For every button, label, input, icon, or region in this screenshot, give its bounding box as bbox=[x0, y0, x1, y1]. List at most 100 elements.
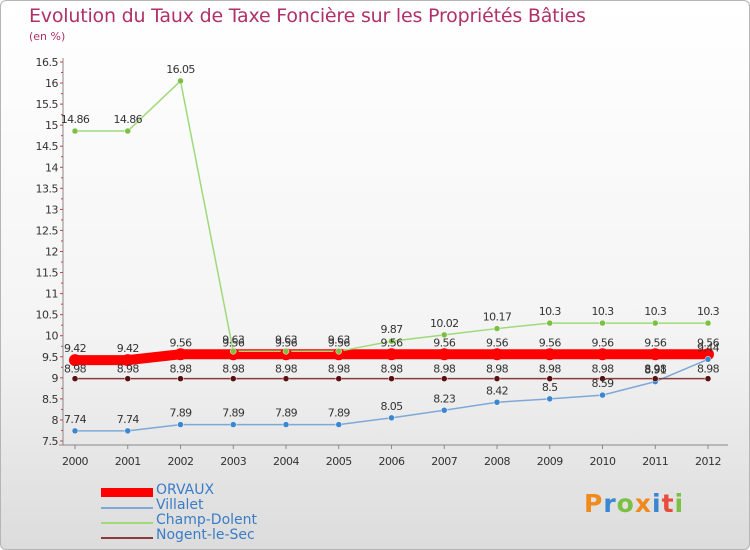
data-point bbox=[230, 375, 237, 382]
series-layer bbox=[69, 77, 714, 435]
data-point bbox=[441, 375, 448, 382]
data-label: 7.89 bbox=[222, 407, 245, 420]
data-point bbox=[71, 427, 79, 435]
data-label: 10.17 bbox=[483, 311, 512, 324]
data-label: 10.3 bbox=[591, 305, 614, 318]
legend-label: ORVAUX bbox=[156, 482, 215, 498]
data-label: 9.63 bbox=[275, 333, 298, 346]
data-point bbox=[704, 356, 712, 363]
data-label: 9.56 bbox=[644, 336, 667, 349]
y-tick-label: 10.5 bbox=[36, 309, 59, 322]
data-label: 8.98 bbox=[328, 363, 351, 376]
data-label: 8.05 bbox=[380, 400, 403, 413]
data-point bbox=[649, 348, 662, 361]
data-point bbox=[388, 375, 395, 382]
data-point bbox=[388, 414, 395, 422]
x-tick-label: 2000 bbox=[62, 455, 88, 468]
data-point bbox=[599, 375, 606, 382]
data-label: 8.23 bbox=[433, 392, 456, 405]
data-label: 8.5 bbox=[542, 381, 558, 394]
data-point bbox=[546, 375, 553, 382]
data-label: 8.98 bbox=[433, 363, 456, 376]
data-label: 8.98 bbox=[539, 363, 562, 376]
data-point bbox=[704, 319, 712, 327]
data-point bbox=[177, 421, 184, 428]
data-point bbox=[599, 319, 606, 327]
y-tick-label: 11.5 bbox=[36, 267, 59, 280]
x-tick-label: 2007 bbox=[431, 455, 457, 468]
x-tick-label: 2001 bbox=[115, 455, 141, 468]
y-tick-label: 14 bbox=[45, 161, 58, 174]
legend-swatch bbox=[101, 507, 153, 509]
logo-letter: i bbox=[652, 489, 662, 518]
y-tick-label: 8 bbox=[52, 414, 59, 427]
data-point bbox=[704, 375, 712, 382]
y-tick-label: 12.5 bbox=[36, 224, 59, 237]
y-tick-label: 13.5 bbox=[36, 182, 59, 195]
data-point bbox=[174, 348, 187, 361]
data-point bbox=[124, 127, 131, 135]
axes: 7.588.599.51010.51111.51212.51313.51414.… bbox=[36, 56, 728, 468]
logo-letter: P bbox=[584, 489, 604, 518]
data-point bbox=[441, 407, 448, 414]
y-tick-label: 7.5 bbox=[42, 435, 58, 448]
data-label: 14.86 bbox=[61, 113, 90, 126]
logo-letter: x bbox=[634, 489, 652, 518]
y-tick-label: 8.5 bbox=[42, 393, 58, 406]
legend-swatch bbox=[101, 488, 153, 497]
data-label: 8.98 bbox=[591, 363, 614, 376]
data-label: 8.42 bbox=[486, 384, 508, 397]
data-label: 8.98 bbox=[697, 363, 720, 376]
data-point bbox=[493, 325, 501, 332]
y-tick-label: 11 bbox=[45, 288, 58, 301]
data-label: 7.89 bbox=[328, 407, 351, 420]
data-point bbox=[177, 375, 184, 382]
x-tick-label: 2012 bbox=[695, 455, 721, 468]
y-tick-label: 13 bbox=[45, 203, 58, 216]
data-point bbox=[335, 421, 342, 428]
data-label: 8.98 bbox=[275, 363, 298, 376]
data-point bbox=[71, 375, 79, 382]
y-tick-label: 14.5 bbox=[36, 140, 59, 153]
data-label: 7.89 bbox=[275, 407, 298, 420]
legend-label: Nogent-le-Sec bbox=[156, 527, 255, 543]
data-point bbox=[282, 375, 290, 382]
data-point bbox=[546, 395, 553, 403]
logo-letter: t bbox=[661, 489, 675, 518]
data-labels: 9.42 9.42 9.56 9.56 9.56 9.56 9.56 9.56 9.56 9.56… bbox=[61, 63, 720, 426]
data-label: 8.98 bbox=[64, 363, 87, 376]
data-point bbox=[652, 375, 659, 382]
legend-label: Champ-Dolent bbox=[156, 512, 258, 528]
data-point bbox=[652, 319, 659, 327]
data-label: 8.98 bbox=[222, 363, 245, 376]
data-label: 10.3 bbox=[644, 305, 667, 318]
y-tick-label: 15.5 bbox=[36, 98, 59, 111]
x-tick-label: 2010 bbox=[590, 455, 616, 468]
logo-letter: o bbox=[616, 489, 635, 518]
data-label: 9.56 bbox=[591, 336, 614, 349]
y-tick-label: 16.5 bbox=[36, 56, 59, 69]
data-label: 8.98 bbox=[169, 363, 192, 376]
data-label: 9.63 bbox=[222, 333, 245, 346]
chart-unit: (en %) bbox=[29, 30, 66, 43]
legend-label: Villalet bbox=[156, 497, 204, 513]
data-point bbox=[124, 375, 131, 382]
data-label: 8.98 bbox=[117, 363, 140, 376]
data-point bbox=[282, 421, 290, 428]
logo-letter: r bbox=[603, 489, 617, 518]
data-point bbox=[596, 348, 609, 361]
data-point bbox=[69, 354, 81, 367]
data-label: 8.59 bbox=[591, 377, 614, 390]
data-label: 7.89 bbox=[169, 407, 192, 420]
data-label: 9.56 bbox=[486, 336, 509, 349]
data-label: 8.98 bbox=[380, 363, 403, 376]
data-point bbox=[599, 391, 606, 399]
data-point bbox=[335, 375, 342, 382]
data-point bbox=[546, 319, 553, 327]
data-label: 16.05 bbox=[166, 63, 195, 76]
x-tick-label: 2009 bbox=[537, 455, 563, 468]
data-label: 9.56 bbox=[275, 336, 298, 349]
x-tick-label: 2003 bbox=[220, 455, 246, 468]
data-label: 9.56 bbox=[222, 336, 245, 349]
data-label: 9.56 bbox=[328, 336, 351, 349]
